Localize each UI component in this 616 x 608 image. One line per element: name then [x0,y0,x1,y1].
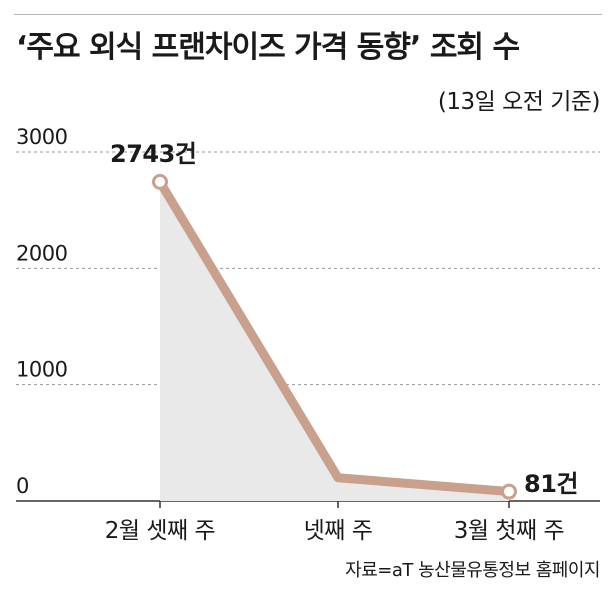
x-tick-label: 3월 첫째 주 [454,518,564,544]
area-fill [160,181,509,502]
top-rule [14,14,602,15]
data-label: 81건 [524,470,578,498]
data-label: 2743건 [110,140,196,168]
x-tick-label: 2월 셋째 주 [105,518,215,544]
label-layer: 3000 2000 1000 0 2월 셋째 주 넷째 주 3월 첫째 주 2743건 81건 [16,125,578,544]
data-point [152,173,168,190]
y-tick-label: 1000 [16,358,67,382]
data-point [501,483,517,500]
y-tick-label: 2000 [16,241,67,265]
area-layer [160,181,509,502]
y-tick-label: 3000 [16,125,67,149]
point-layer [152,173,517,500]
source-note: 자료=aT 농산물유통정보 홈페이지 [345,560,600,581]
series-line [155,177,514,497]
chart-title: ‘주요 외식 프랜차이즈 가격 동향’ 조회 수 [16,30,520,65]
chart-subtitle: (13일 오전 기준) [437,89,601,115]
line-layer [155,177,514,497]
y-tick-label: 0 [16,474,29,498]
x-tick-label: 넷째 주 [304,518,373,544]
